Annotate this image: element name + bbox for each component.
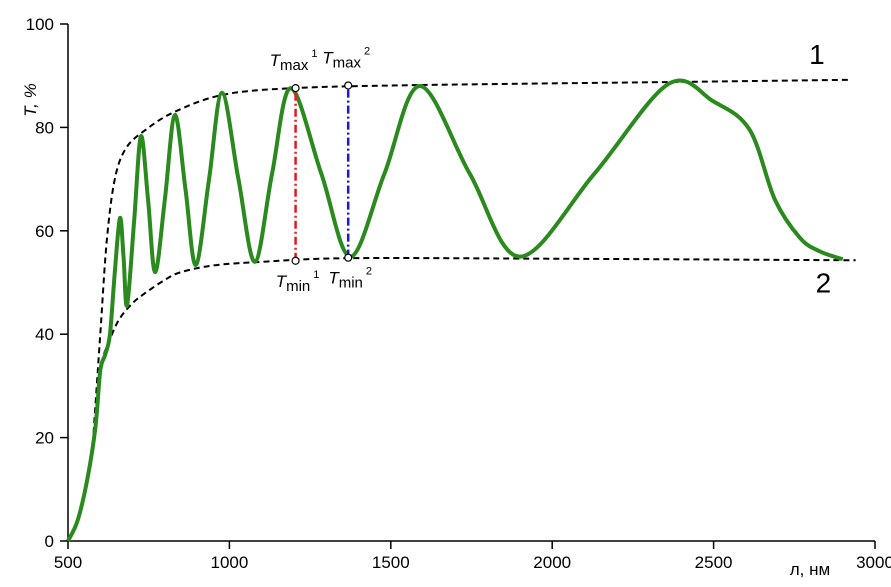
annotation: Tmin2: [328, 266, 372, 292]
marker-point: [344, 81, 353, 90]
annotation: Tmax2: [322, 46, 370, 72]
x-tick-label: 2500: [695, 553, 733, 572]
annotation-base: T: [322, 49, 334, 68]
y-tick-label: 100: [26, 15, 54, 34]
envelope-line: [91, 78, 850, 454]
annotation-sub: max: [280, 57, 309, 74]
curve-label: 1: [809, 39, 825, 70]
annotation: Tmin1: [276, 269, 320, 295]
x-tick-label: 1500: [372, 553, 410, 572]
y-tick-label: 80: [35, 118, 54, 137]
annotation-base: T: [270, 51, 282, 70]
envelope-line: [91, 257, 856, 454]
y-axis-label: T, %: [21, 83, 40, 116]
marker-point: [291, 84, 300, 93]
x-tick-label: 2000: [533, 553, 571, 572]
x-tick-label: 500: [54, 553, 82, 572]
x-axis-label: л, нм: [790, 560, 830, 579]
spectrum-line: [66, 78, 844, 542]
annotation-sub: min: [339, 275, 363, 292]
annotation-sup: 2: [364, 46, 370, 58]
annotation-sub: min: [286, 278, 310, 295]
annotation: Tmax1: [270, 48, 318, 74]
x-tick-label: 3000: [856, 553, 891, 572]
y-tick-label: 0: [45, 532, 54, 551]
annotation-sup: 2: [366, 266, 372, 278]
x-tick-label: 1000: [210, 553, 248, 572]
y-tick-label: 40: [35, 325, 54, 344]
annotation-sub: max: [333, 55, 362, 72]
annotation-sup: 1: [313, 269, 319, 281]
y-tick-label: 60: [35, 222, 54, 241]
marker-point: [344, 253, 353, 262]
y-tick-label: 20: [35, 429, 54, 448]
annotation-base: T: [328, 269, 340, 288]
annotation-sup: 1: [311, 48, 317, 60]
marker-point: [291, 256, 300, 265]
annotation-base: T: [276, 272, 288, 291]
curve-label: 2: [816, 267, 832, 298]
